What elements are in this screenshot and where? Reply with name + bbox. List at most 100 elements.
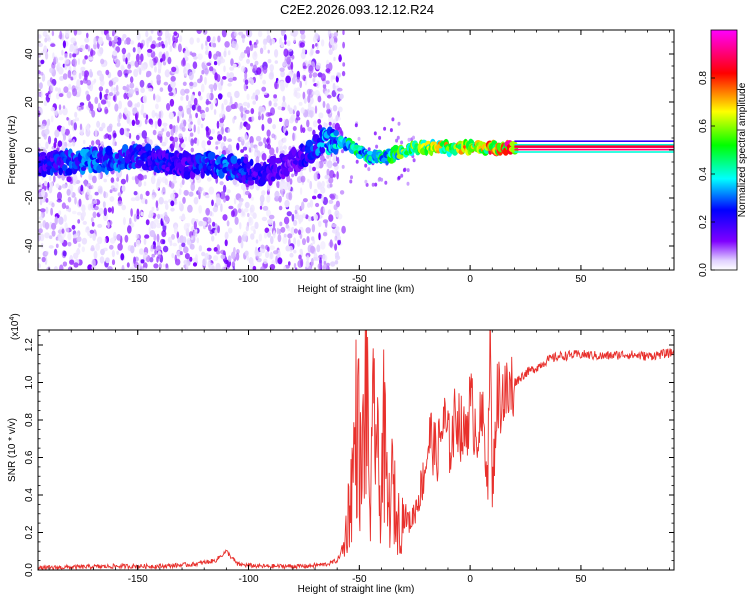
noise-cell [407, 137, 411, 142]
noise-cell [266, 138, 269, 143]
snr-y-ticks: 0.0 0.2 0.4 0.6 0.8 1.0 1.2 [24, 335, 674, 577]
noise-cell [224, 41, 230, 48]
noise-cell [123, 107, 128, 115]
noise-cell [322, 219, 329, 224]
noise-cell [145, 219, 150, 226]
noise-cell [312, 78, 316, 83]
noise-cell [292, 126, 297, 131]
noise-cell [188, 71, 194, 81]
noise-cell [384, 180, 388, 185]
noise-cell [322, 232, 328, 237]
noise-cell [206, 177, 212, 182]
noise-cell [308, 109, 315, 118]
noise-cell [210, 87, 214, 94]
noise-cell [55, 183, 60, 189]
noise-cell [136, 208, 140, 217]
noise-cell [105, 257, 110, 264]
noise-cell [167, 33, 172, 38]
noise-cell [266, 35, 272, 43]
signal-cell [144, 143, 152, 153]
noise-cell [66, 188, 71, 196]
noise-cell [227, 144, 232, 151]
noise-cell [97, 236, 103, 245]
noise-cell [166, 131, 171, 138]
noise-cell [72, 53, 77, 58]
noise-cell [185, 62, 191, 72]
noise-cell [134, 196, 140, 202]
noise-cell [97, 185, 103, 192]
noise-cell [189, 243, 195, 250]
noise-cell [222, 76, 227, 80]
noise-cell [140, 43, 144, 49]
noise-cell [76, 79, 81, 88]
noise-cell [341, 149, 344, 154]
noise-cell [164, 215, 170, 224]
noise-cell [84, 55, 88, 60]
noise-cell [126, 173, 129, 183]
noise-cell [298, 101, 303, 106]
noise-cell [155, 94, 160, 103]
snr-y-multiplier: (x104) [9, 313, 21, 340]
noise-cell [341, 225, 346, 234]
noise-cell [406, 181, 410, 186]
noise-cell [263, 44, 267, 50]
noise-cell [215, 140, 221, 145]
noise-cell [328, 153, 332, 161]
noise-cell [312, 35, 317, 43]
noise-cell [174, 126, 178, 135]
noise-cell [293, 249, 297, 254]
noise-cell [375, 144, 379, 149]
noise-cell [266, 144, 271, 150]
snr-y-label: SNR (10 * v/v) [7, 418, 18, 482]
noise-cell [206, 92, 211, 100]
noise-cell [302, 238, 306, 246]
noise-cell [378, 135, 382, 140]
noise-cell [226, 220, 230, 227]
noise-cell [278, 139, 284, 147]
noise-cell [165, 50, 169, 59]
noise-cell [244, 109, 250, 114]
noise-cell [266, 129, 271, 137]
noise-cell [335, 114, 339, 122]
noise-cell [161, 230, 167, 238]
noise-cell [328, 49, 333, 55]
noise-cell [169, 98, 175, 107]
noise-cell [142, 95, 148, 104]
signal-cell [274, 157, 283, 164]
noise-cell [139, 248, 144, 255]
y-tick-label: 40 [24, 48, 35, 60]
noise-cell [316, 244, 320, 252]
noise-cell [255, 155, 260, 165]
noise-cell [181, 143, 186, 149]
noise-cell [171, 66, 177, 73]
noise-cell [132, 107, 138, 114]
noise-cell [278, 195, 282, 203]
noise-cell [108, 80, 114, 87]
noise-cell [293, 237, 297, 246]
noise-cell [205, 40, 208, 47]
noise-cell [107, 266, 113, 270]
noise-cell [64, 59, 70, 65]
noise-cell [400, 140, 404, 145]
noise-cell [274, 60, 278, 64]
noise-cell [43, 45, 48, 54]
noise-cell [307, 216, 312, 222]
noise-cell [135, 233, 139, 239]
noise-cell [40, 90, 43, 99]
noise-cell [50, 115, 54, 123]
noise-cell [238, 55, 243, 62]
noise-cell [91, 110, 96, 118]
noise-cell [156, 256, 159, 263]
noise-cell [94, 191, 99, 196]
noise-cell [141, 64, 146, 71]
noise-cell [333, 56, 336, 62]
noise-cell [120, 178, 126, 185]
noise-cell [355, 159, 359, 164]
noise-cell [290, 61, 294, 71]
noise-cell [291, 173, 295, 178]
noise-cell [127, 225, 132, 234]
colorbar-tick-label: 0.6 [698, 119, 709, 133]
noise-cell [133, 191, 138, 196]
noise-cell [318, 254, 324, 259]
noise-cell [103, 190, 106, 199]
